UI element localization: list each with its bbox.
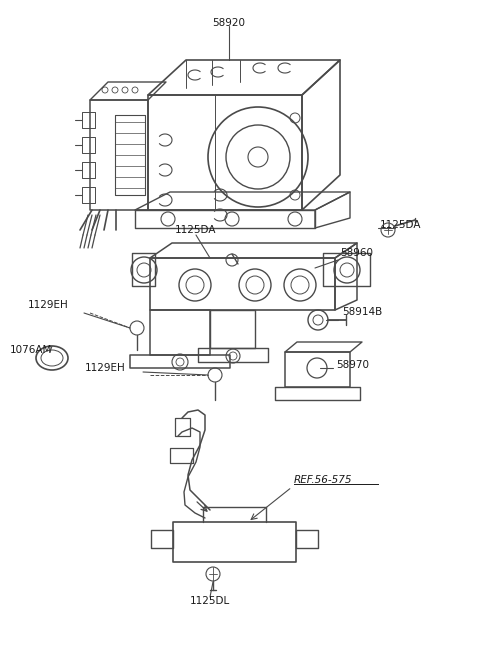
Text: 1129EH: 1129EH <box>28 300 69 310</box>
Text: 58914B: 58914B <box>342 307 382 317</box>
Text: REF.56-575: REF.56-575 <box>294 475 352 485</box>
Text: 1125DA: 1125DA <box>380 220 421 230</box>
Text: 1076AM: 1076AM <box>10 345 52 355</box>
Text: 58970: 58970 <box>336 360 369 370</box>
Text: 58920: 58920 <box>213 18 245 28</box>
Text: 58960: 58960 <box>340 248 373 258</box>
Text: 1129EH: 1129EH <box>85 363 126 373</box>
Text: 1125DA: 1125DA <box>175 225 217 235</box>
Text: 1125DL: 1125DL <box>190 596 230 606</box>
